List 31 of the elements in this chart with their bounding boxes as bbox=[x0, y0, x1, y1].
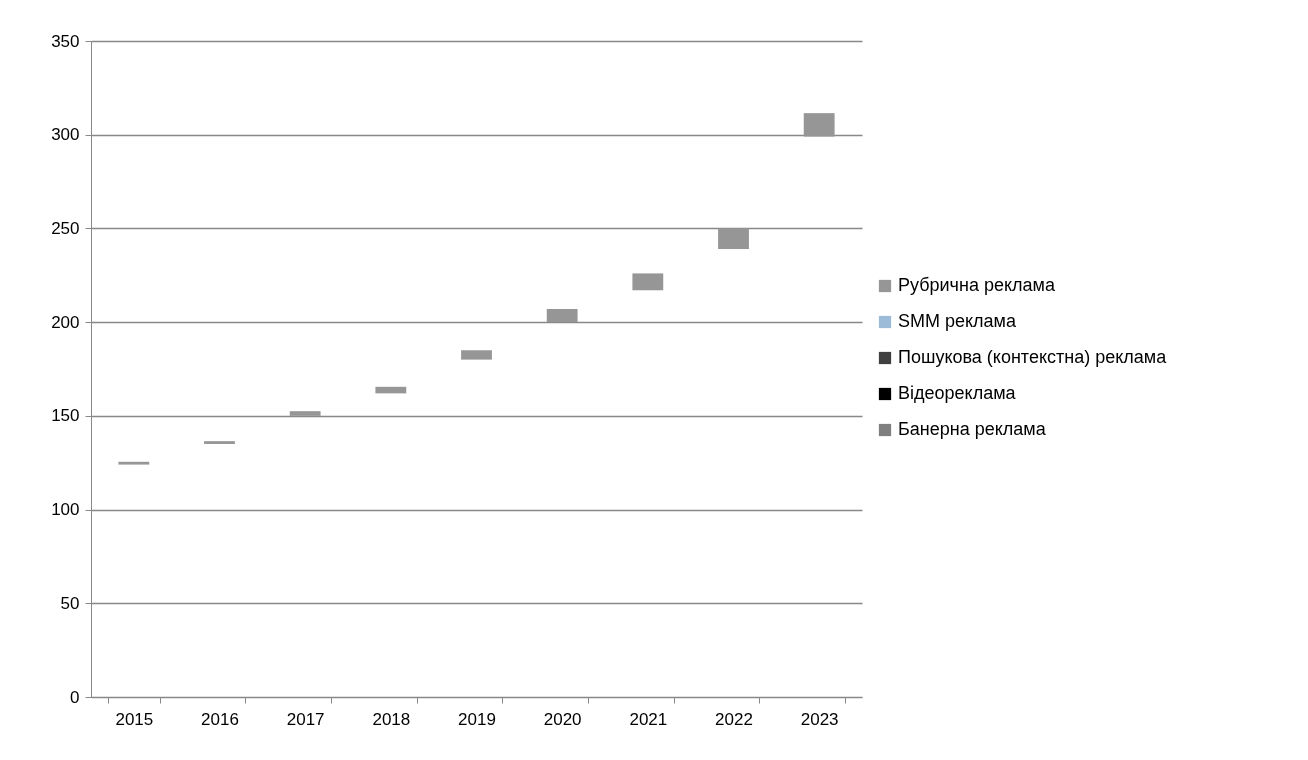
bar bbox=[289, 411, 321, 416]
y-tick-label: 300 bbox=[51, 125, 80, 145]
bar bbox=[375, 386, 407, 394]
y-tick-label: 150 bbox=[51, 406, 80, 426]
bar bbox=[632, 273, 664, 291]
bar bbox=[718, 228, 749, 250]
bar bbox=[118, 461, 150, 465]
bar bbox=[803, 113, 835, 137]
x-tick-label: 2022 bbox=[715, 709, 753, 729]
y-tick-label: 50 bbox=[60, 593, 80, 613]
legend-label: Банерна реклама bbox=[898, 419, 1047, 439]
x-tick-label: 2023 bbox=[800, 709, 839, 729]
bar bbox=[461, 350, 492, 360]
x-tick-label: 2019 bbox=[458, 709, 496, 729]
y-tick-label: 200 bbox=[51, 312, 80, 332]
legend-label: Пошукова (контекстна) реклама bbox=[898, 347, 1168, 367]
x-tick-label: 2021 bbox=[629, 709, 668, 729]
legend-label: Відеореклама bbox=[898, 383, 1017, 403]
bar bbox=[546, 309, 578, 323]
y-tick-label: 100 bbox=[51, 500, 80, 520]
legend-label: Рубрична реклама bbox=[898, 275, 1056, 295]
y-tick-label: 250 bbox=[51, 218, 80, 238]
legend-label: SMM реклама bbox=[898, 311, 1017, 331]
y-tick-label: 0 bbox=[70, 687, 80, 707]
x-tick-label: 2018 bbox=[372, 709, 411, 729]
x-tick-label: 2016 bbox=[201, 709, 239, 729]
x-tick-label: 2017 bbox=[286, 709, 325, 729]
y-tick-label: 350 bbox=[51, 31, 80, 51]
x-tick-label: 2015 bbox=[115, 709, 154, 729]
x-tick-label: 2020 bbox=[543, 709, 582, 729]
bar bbox=[204, 441, 235, 444]
